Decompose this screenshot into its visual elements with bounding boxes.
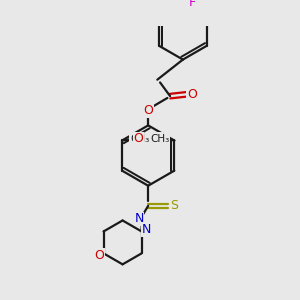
Text: F: F [188, 0, 196, 9]
Text: O: O [94, 249, 104, 262]
Text: N: N [134, 212, 144, 225]
Text: N: N [142, 223, 151, 236]
Text: CH₃: CH₃ [150, 134, 169, 144]
Text: O: O [134, 132, 143, 145]
Text: O: O [187, 88, 197, 101]
Text: O: O [143, 104, 153, 117]
Text: CH₃: CH₃ [130, 134, 149, 144]
Text: O: O [153, 132, 163, 145]
Text: S: S [170, 199, 178, 212]
